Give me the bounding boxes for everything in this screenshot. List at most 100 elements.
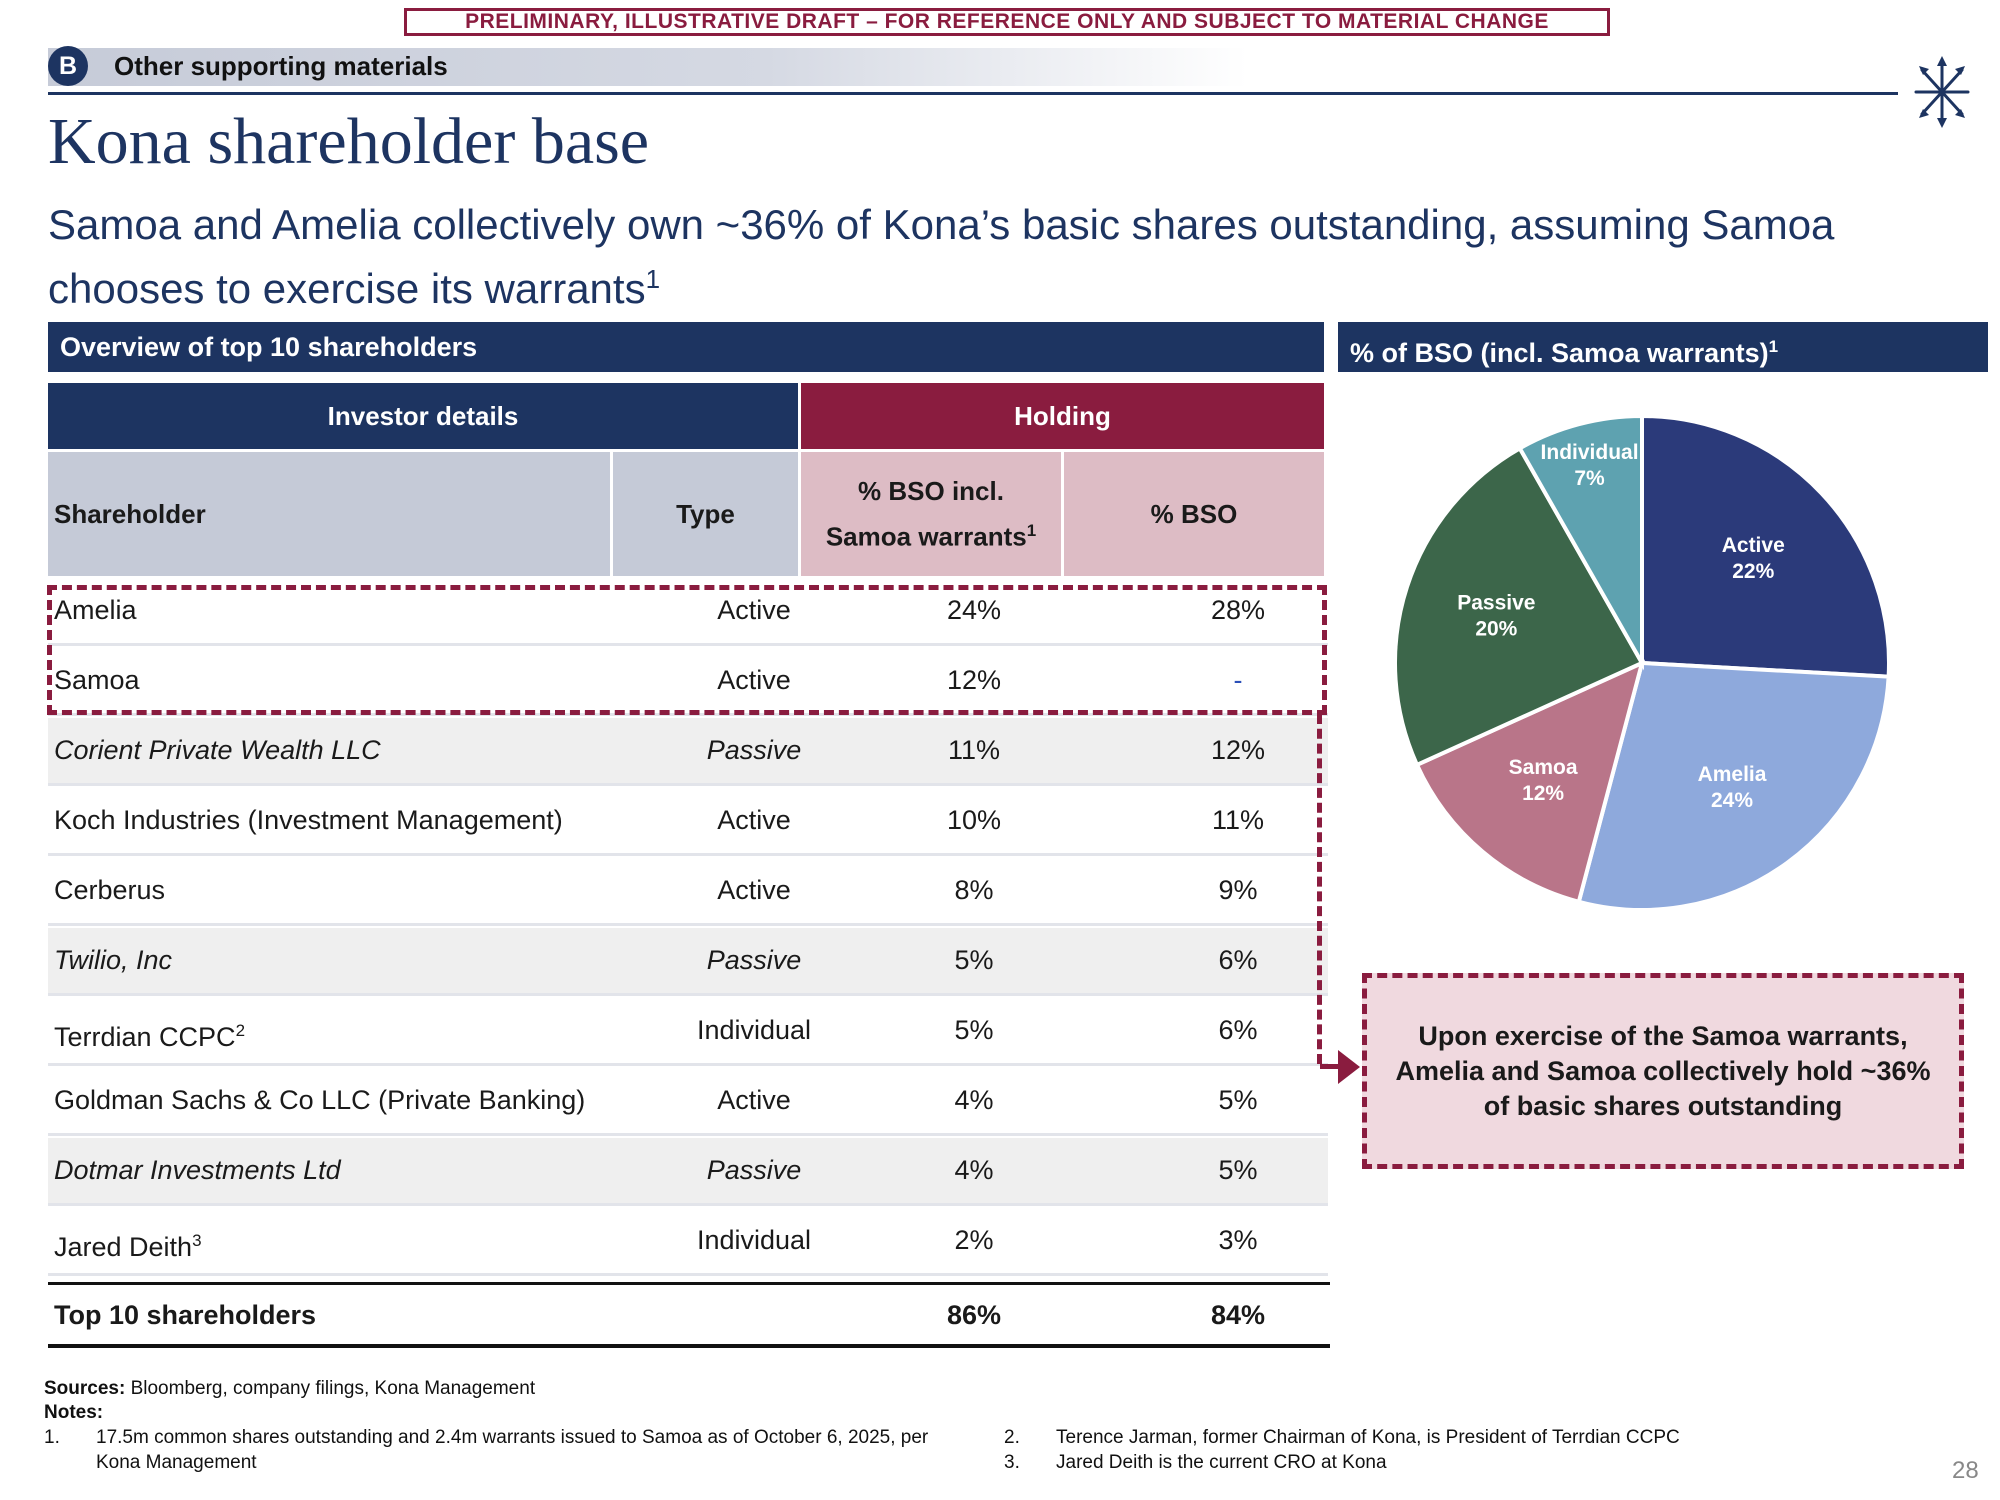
table-row: Jared Deith3 Individual 2% 3% — [48, 1208, 1328, 1276]
table-total-row: Top 10 shareholders 86% 84% — [48, 1282, 1330, 1348]
table-row: Twilio, Inc Passive 5% 6% — [48, 928, 1328, 996]
draft-banner: PRELIMINARY, ILLUSTRATIVE DRAFT – FOR RE… — [404, 8, 1610, 36]
sources-text: Bloomberg, company filings, Kona Managem… — [130, 1378, 536, 1399]
shareholder-name: Jared Deith3 — [54, 1208, 202, 1273]
bso-pie-chart: Active 22% Amelia 24% Samoa 12% Passive 20% Indi… — [1393, 413, 1891, 912]
pie-slice-amelia — [1576, 660, 1891, 912]
shareholder-name-text: Dotmar Investments Ltd — [54, 1155, 341, 1185]
table-row: Dotmar Investments Ltd Passive 4% 5% — [48, 1138, 1328, 1206]
shareholder-name-text: Samoa — [54, 665, 140, 695]
section-bar — [48, 48, 1248, 86]
footnote-1-num: 1. — [44, 1427, 60, 1448]
pie-value-samoa: 12% — [1522, 782, 1564, 805]
callout-box: Upon exercise of the Samoa warrants, Ame… — [1362, 973, 1964, 1169]
shareholder-name: Amelia — [54, 578, 137, 643]
bso-incl-value: 4% — [954, 1155, 994, 1185]
bso-value: 12% — [1210, 735, 1266, 765]
shareholder-name: Terrdian CCPC2 — [54, 998, 245, 1063]
shareholder-name: Samoa — [54, 648, 140, 713]
shareholder-name-text: Jared Deith — [54, 1232, 193, 1262]
bso-value: 6% — [1218, 945, 1258, 975]
pie-value-active: 22% — [1732, 560, 1774, 583]
subtitle-footnote-ref: 1 — [645, 264, 661, 294]
table-row: Amelia Active 24% 28% — [48, 578, 1328, 646]
table-row: Corient Private Wealth LLC Passive 11% 12% — [48, 718, 1328, 786]
pie-slice-individual — [1517, 413, 1644, 671]
footnote-1-text-cont: Kona Management — [96, 1452, 257, 1473]
chart-panel-title: % of BSO (incl. Samoa warrants) — [1350, 338, 1769, 368]
section-badge: B — [48, 46, 88, 86]
pie-label-amelia: Amelia — [1698, 763, 1767, 786]
type-column-header: Type — [613, 452, 798, 576]
shareholder-name-text: Corient Private Wealth LLC — [54, 735, 381, 765]
bso-incl-value: 8% — [954, 875, 994, 905]
pie-label-samoa: Samoa — [1509, 756, 1578, 779]
section-divider — [48, 92, 1898, 95]
bso-incl-line1: % BSO incl. — [858, 476, 1004, 507]
shareholder-type: Active — [717, 665, 791, 695]
bso-value: 6% — [1218, 1015, 1258, 1045]
shareholder-footnote-ref: 3 — [192, 1231, 202, 1250]
bso-incl-value: 4% — [954, 1085, 994, 1115]
shareholder-footnote-ref: 2 — [235, 1021, 246, 1040]
arrow-right-icon — [1338, 1050, 1360, 1084]
pie-slice-samoa — [1414, 659, 1646, 905]
shareholder-type: Individual — [696, 1015, 812, 1045]
bso-value: 5% — [1218, 1155, 1258, 1185]
shareholder-name-text: Cerberus — [54, 875, 166, 905]
pie-value-amelia: 24% — [1711, 789, 1753, 812]
chart-panel-header: % of BSO (incl. Samoa warrants)1 — [1338, 322, 1988, 372]
total-bso-incl: 86% — [946, 1300, 1002, 1330]
bso-value: 9% — [1218, 875, 1258, 905]
footnote-2-num: 2. — [1004, 1427, 1020, 1448]
bso-column-header: % BSO — [1064, 452, 1324, 576]
bso-value: 11% — [1211, 805, 1265, 835]
bso-incl-line2-wrap: Samoa warrants1 — [826, 511, 1036, 557]
shareholder-name-text: Amelia — [54, 595, 137, 625]
pie-slice-active — [1640, 413, 1891, 679]
page-subtitle: Samoa and Amelia collectively own ~36% o… — [48, 198, 1978, 316]
shareholder-name: Cerberus — [54, 858, 165, 923]
page-title: Kona shareholder base — [48, 105, 650, 178]
table-row: Terrdian CCPC2 Individual 5% 6% — [48, 998, 1328, 1066]
bso-incl-value: 5% — [954, 1015, 994, 1045]
bso-incl-warrants-column-header: % BSO incl. Samoa warrants1 — [801, 452, 1061, 576]
pie-slice-passive — [1393, 445, 1645, 768]
sources-line: Sources: Bloomberg, company filings, Kon… — [44, 1376, 535, 1401]
shareholder-type: Active — [717, 1085, 791, 1115]
notes-label: Notes: — [44, 1402, 104, 1423]
bso-incl-value: 24% — [946, 595, 1002, 625]
shareholder-type: Active — [717, 595, 791, 625]
shareholder-name-text: Terrdian CCPC — [54, 1022, 236, 1052]
shareholder-name: Dotmar Investments Ltd — [54, 1138, 341, 1203]
bso-value: 5% — [1218, 1085, 1258, 1115]
table-row: Cerberus Active 8% 9% — [48, 858, 1328, 926]
total-bso: 84% — [1210, 1300, 1266, 1330]
pie-value-individual: 7% — [1574, 467, 1605, 490]
shareholder-type: Passive — [706, 945, 802, 975]
footnote-1-text: 17.5m common shares outstanding and 2.4m… — [96, 1427, 929, 1448]
shareholder-name: Twilio, Inc — [54, 928, 172, 993]
table-row: Koch Industries (Investment Management) A… — [48, 788, 1328, 856]
shareholder-name-text: Twilio, Inc — [54, 945, 173, 975]
page-number: 28 — [1952, 1457, 1979, 1484]
shareholder-column-header: Shareholder — [48, 452, 610, 576]
pie-value-passive: 20% — [1475, 618, 1517, 641]
footnote-3-text: Jared Deith is the current CRO at Kona — [1056, 1452, 1387, 1473]
table-row: Goldman Sachs & Co LLC (Private Banking)… — [48, 1068, 1328, 1136]
bso-incl-footnote-ref: 1 — [1026, 521, 1037, 541]
section-label: Other supporting materials — [114, 51, 448, 81]
bso-value: 28% — [1210, 595, 1266, 625]
investor-details-header: Investor details — [48, 383, 798, 449]
pie-label-active: Active — [1722, 534, 1785, 557]
shareholder-type: Active — [717, 875, 791, 905]
total-label: Top 10 shareholders — [54, 1300, 317, 1330]
bso-incl-value: 12% — [946, 665, 1002, 695]
chart-footnote-ref: 1 — [1768, 337, 1779, 356]
bso-value: 3% — [1218, 1225, 1258, 1255]
pie-label-individual: Individual — [1541, 441, 1639, 464]
highlight-connector-line — [1317, 714, 1322, 1064]
table-panel-header: Overview of top 10 shareholders — [48, 322, 1324, 372]
shareholder-type: Individual — [696, 1225, 812, 1255]
subtitle-text: Samoa and Amelia collectively own ~36% o… — [48, 201, 1835, 312]
